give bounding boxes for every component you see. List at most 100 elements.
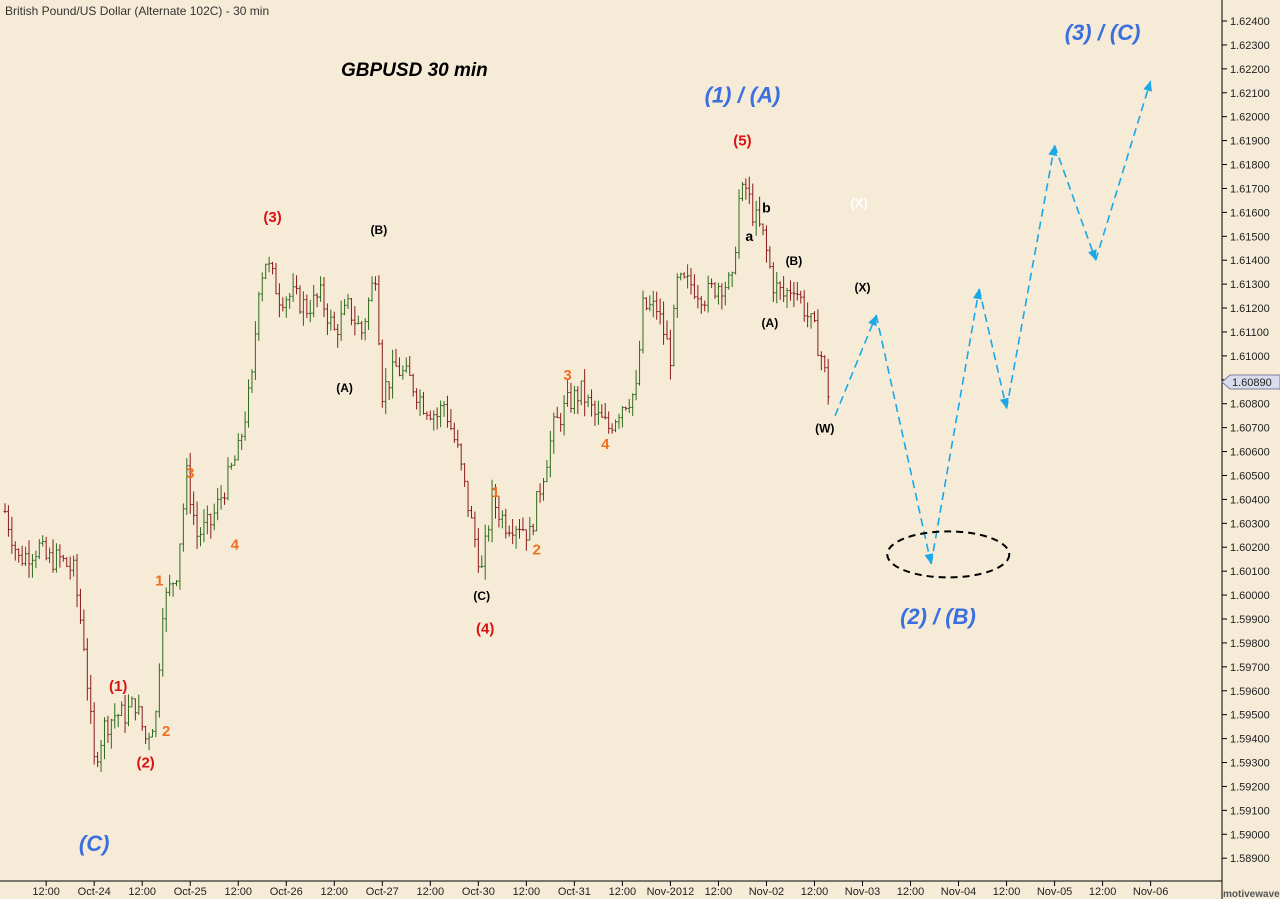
ohlc-bar: [500, 510, 504, 529]
ohlc-bar: [507, 525, 511, 537]
y-tick-label: 1.62300: [1230, 40, 1270, 52]
x-tick-label: Oct-24: [78, 886, 111, 898]
ohlc-bar: [583, 369, 587, 417]
ohlc-bar: [734, 246, 738, 275]
ohlc-bar: [764, 225, 768, 263]
wave-label: b: [762, 199, 771, 215]
ohlc-bar: [75, 553, 79, 608]
x-tick-label: 12:00: [801, 886, 829, 898]
ohlc-bar: [58, 544, 62, 568]
wave-label: 4: [231, 537, 240, 554]
watermark-logo: motivewave.com: [1223, 889, 1280, 899]
ohlc-bar: [703, 300, 707, 312]
ohlc-bar: [274, 262, 278, 295]
ohlc-bar: [692, 274, 696, 300]
ohlc-bar: [319, 276, 323, 302]
ohlc-bar: [716, 282, 720, 305]
ohlc-bar: [614, 419, 618, 433]
x-tick-label: 12:00: [224, 886, 252, 898]
ohlc-bar: [706, 275, 710, 313]
ohlc-bar: [181, 503, 185, 552]
y-tick-label: 1.60400: [1230, 494, 1270, 506]
last-price-marker: 1.60890: [1221, 374, 1280, 390]
projection-segment: [834, 314, 877, 416]
ohlc-bar: [771, 262, 775, 302]
ohlc-bar: [164, 587, 168, 633]
ohlc-bar: [360, 320, 364, 340]
ohlc-bar: [343, 298, 347, 316]
y-tick-label: 1.61400: [1230, 255, 1270, 267]
ohlc-bar: [312, 284, 316, 318]
instrument-header: British Pound/US Dollar (Alternate 102C)…: [5, 4, 269, 18]
ohlc-bar: [439, 400, 443, 428]
ohlc-bar: [247, 379, 251, 428]
ohlc-bar: [329, 309, 333, 331]
ohlc-bar: [775, 272, 779, 304]
ohlc-bar: [126, 694, 130, 727]
ohlc-bar: [106, 715, 110, 743]
y-tick-label: 1.61100: [1230, 327, 1269, 339]
y-tick-label: 1.59100: [1230, 805, 1270, 817]
ohlc-bar: [590, 389, 594, 417]
target-zone-ellipse: [886, 530, 1011, 579]
ohlc-bar: [559, 413, 563, 432]
ohlc-bar: [788, 280, 792, 301]
y-tick-label: 1.58900: [1230, 853, 1270, 865]
arrow-head: [868, 315, 877, 327]
ohlc-bar: [607, 411, 611, 434]
ohlc-bar: [384, 367, 388, 415]
ohlc-bar: [120, 701, 124, 716]
ohlc-bar: [545, 460, 549, 483]
ohlc-bar: [531, 523, 535, 536]
ohlc-bar: [370, 276, 374, 302]
wave-label: (A): [336, 381, 353, 395]
wave-labels: (C) (1) (2) 2 1 3 4 (3) (B) (A) (C) (4) 1 2 3 4 (1) / (A…: [79, 20, 1141, 856]
ohlc-bar: [631, 393, 635, 417]
ohlc-bar: [610, 423, 614, 434]
ohlc-bar: [662, 301, 666, 345]
y-tick-label: 1.60700: [1230, 423, 1270, 435]
ohlc-bar: [699, 295, 703, 314]
ohlc-bar: [305, 294, 309, 319]
x-tick-label: Oct-27: [366, 886, 399, 898]
ohlc-bars: [3, 176, 830, 772]
ohlc-bar: [322, 277, 326, 318]
ohlc-bar: [391, 349, 395, 399]
y-tick-label: 1.59400: [1230, 734, 1270, 746]
ohlc-bar: [524, 529, 528, 551]
ohlc-bar: [137, 694, 141, 715]
ohlc-bar: [178, 543, 182, 590]
projection-segment: [1053, 145, 1097, 261]
ohlc-bar: [593, 400, 597, 426]
ohlc-bar: [240, 433, 244, 451]
x-tick-label: 12:00: [1089, 886, 1117, 898]
ohlc-bar: [569, 382, 573, 413]
ohlc-bar: [737, 189, 741, 259]
ohlc-bar: [253, 321, 257, 381]
y-tick-label: 1.59600: [1230, 686, 1270, 698]
y-tick-label: 1.59200: [1230, 781, 1270, 793]
y-tick-label: 1.60100: [1230, 566, 1270, 578]
ohlc-bar: [521, 517, 525, 532]
ohlc-bar: [418, 389, 422, 416]
ohlc-bar: [723, 281, 727, 306]
ohlc-bar: [795, 281, 799, 301]
ohlc-bar: [665, 320, 669, 340]
ohlc-bar: [511, 519, 515, 545]
ohlc-bar: [130, 696, 134, 708]
ohlc-bar: [710, 278, 714, 288]
ohlc-bar: [823, 355, 827, 373]
x-tick-label: 12:00: [128, 886, 156, 898]
ohlc-bar: [744, 178, 748, 200]
ohlc-bar: [85, 638, 89, 701]
ohlc-bar: [24, 546, 28, 567]
ohlc-bar: [68, 556, 72, 580]
ohlc-bar: [497, 496, 501, 528]
y-tick-label: 1.59500: [1230, 710, 1270, 722]
ohlc-bar: [260, 272, 264, 302]
ohlc-bar: [6, 505, 10, 537]
y-tick-label: 1.60600: [1230, 447, 1270, 459]
